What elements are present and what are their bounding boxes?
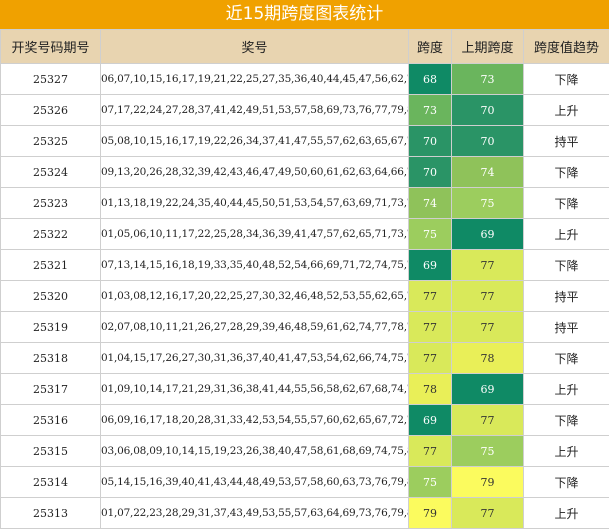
- prev-span-cell: 70: [451, 125, 524, 157]
- span-cell: 75: [408, 218, 452, 250]
- trend-cell: 持平: [523, 280, 609, 312]
- numbers-cell: 03,06,08,09,10,14,15,19,23,26,38,40,47,5…: [100, 435, 409, 467]
- page-title: 近15期跨度图表统计: [0, 0, 609, 29]
- period-cell: 25317: [0, 373, 101, 405]
- numbers-cell: 06,09,16,17,18,20,28,31,33,42,53,54,55,5…: [100, 404, 409, 436]
- prev-span-cell: 77: [451, 404, 524, 436]
- span-cell: 69: [408, 404, 452, 436]
- table-body: 25327 06,07,10,15,16,17,19,21,22,25,27,35…: [0, 63, 609, 529]
- span-cell: 73: [408, 94, 452, 126]
- prev-span-cell: 77: [451, 249, 524, 281]
- trend-cell: 下降: [523, 187, 609, 219]
- period-cell: 25324: [0, 156, 101, 188]
- prev-span-cell: 79: [451, 466, 524, 498]
- period-cell: 25314: [0, 466, 101, 498]
- prev-span-cell: 77: [451, 280, 524, 312]
- header-prev-span: 上期跨度: [451, 29, 524, 64]
- prev-span-cell: 73: [451, 63, 524, 95]
- span-cell: 68: [408, 63, 452, 95]
- table-row: 25315 03,06,08,09,10,14,15,19,23,26,38,40…: [0, 435, 609, 467]
- span-cell: 70: [408, 125, 452, 157]
- period-cell: 25318: [0, 342, 101, 374]
- numbers-cell: 09,13,20,26,28,32,39,42,43,46,47,49,50,6…: [100, 156, 409, 188]
- prev-span-cell: 77: [451, 311, 524, 343]
- prev-span-cell: 75: [451, 187, 524, 219]
- table-row: 25326 07,17,22,24,27,28,37,41,42,49,51,53…: [0, 94, 609, 126]
- trend-cell: 上升: [523, 218, 609, 250]
- period-cell: 25325: [0, 125, 101, 157]
- prev-span-cell: 75: [451, 435, 524, 467]
- trend-cell: 持平: [523, 311, 609, 343]
- header-span: 跨度: [408, 29, 452, 64]
- trend-cell: 持平: [523, 125, 609, 157]
- span-cell: 79: [408, 497, 452, 529]
- table-row: 25314 05,14,15,16,39,40,41,43,44,48,49,53…: [0, 466, 609, 498]
- prev-span-cell: 69: [451, 373, 524, 405]
- period-cell: 25313: [0, 497, 101, 529]
- numbers-cell: 02,07,08,10,11,21,26,27,28,29,39,46,48,5…: [100, 311, 409, 343]
- span-cell: 70: [408, 156, 452, 188]
- span-cell: 77: [408, 435, 452, 467]
- span-cell: 78: [408, 373, 452, 405]
- numbers-cell: 01,09,10,14,17,21,29,31,36,38,41,44,55,5…: [100, 373, 409, 405]
- trend-cell: 上升: [523, 94, 609, 126]
- header-numbers: 奖号: [100, 29, 409, 64]
- span-cell: 74: [408, 187, 452, 219]
- span-cell: 75: [408, 466, 452, 498]
- numbers-cell: 05,14,15,16,39,40,41,43,44,48,49,53,57,5…: [100, 466, 409, 498]
- table-row: 25313 01,07,22,23,28,29,31,37,43,49,53,55…: [0, 497, 609, 529]
- table-row: 25321 07,13,14,15,16,18,19,33,35,40,48,52…: [0, 249, 609, 281]
- period-cell: 25319: [0, 311, 101, 343]
- table-row: 25322 01,05,06,10,11,17,22,25,28,34,36,39…: [0, 218, 609, 250]
- period-cell: 25315: [0, 435, 101, 467]
- trend-cell: 下降: [523, 63, 609, 95]
- trend-cell: 下降: [523, 404, 609, 436]
- prev-span-cell: 78: [451, 342, 524, 374]
- trend-cell: 下降: [523, 342, 609, 374]
- period-cell: 25321: [0, 249, 101, 281]
- trend-cell: 下降: [523, 156, 609, 188]
- table-row: 25317 01,09,10,14,17,21,29,31,36,38,41,44…: [0, 373, 609, 405]
- period-cell: 25322: [0, 218, 101, 250]
- prev-span-cell: 70: [451, 94, 524, 126]
- numbers-cell: 07,17,22,24,27,28,37,41,42,49,51,53,57,5…: [100, 94, 409, 126]
- span-cell: 77: [408, 280, 452, 312]
- table-row: 25316 06,09,16,17,18,20,28,31,33,42,53,54…: [0, 404, 609, 436]
- table-row: 25320 01,03,08,12,16,17,20,22,25,27,30,32…: [0, 280, 609, 312]
- header-trend: 跨度值趋势: [523, 29, 609, 64]
- numbers-cell: 01,07,22,23,28,29,31,37,43,49,53,55,57,6…: [100, 497, 409, 529]
- numbers-cell: 01,03,08,12,16,17,20,22,25,27,30,32,46,4…: [100, 280, 409, 312]
- prev-span-cell: 77: [451, 497, 524, 529]
- numbers-cell: 05,08,10,15,16,17,19,22,26,34,37,41,47,5…: [100, 125, 409, 157]
- span-cell: 77: [408, 342, 452, 374]
- trend-cell: 下降: [523, 466, 609, 498]
- table-row: 25324 09,13,20,26,28,32,39,42,43,46,47,49…: [0, 156, 609, 188]
- trend-cell: 上升: [523, 435, 609, 467]
- table-row: 25325 05,08,10,15,16,17,19,22,26,34,37,41…: [0, 125, 609, 157]
- trend-cell: 上升: [523, 373, 609, 405]
- numbers-cell: 01,13,18,19,22,24,35,40,44,45,50,51,53,5…: [100, 187, 409, 219]
- prev-span-cell: 69: [451, 218, 524, 250]
- span-cell: 69: [408, 249, 452, 281]
- numbers-cell: 01,04,15,17,26,27,30,31,36,37,40,41,47,5…: [100, 342, 409, 374]
- span-stats-table: 开奖号码期号 奖号 跨度 上期跨度 跨度值趋势 25327 06,07,10,15…: [0, 29, 609, 529]
- table-row: 25319 02,07,08,10,11,21,26,27,28,29,39,46…: [0, 311, 609, 343]
- trend-cell: 下降: [523, 249, 609, 281]
- period-cell: 25327: [0, 63, 101, 95]
- numbers-cell: 07,13,14,15,16,18,19,33,35,40,48,52,54,6…: [100, 249, 409, 281]
- span-cell: 77: [408, 311, 452, 343]
- table-row: 25318 01,04,15,17,26,27,30,31,36,37,40,41…: [0, 342, 609, 374]
- trend-cell: 上升: [523, 497, 609, 529]
- period-cell: 25326: [0, 94, 101, 126]
- period-cell: 25323: [0, 187, 101, 219]
- table-header-row: 开奖号码期号 奖号 跨度 上期跨度 跨度值趋势: [0, 29, 609, 64]
- period-cell: 25320: [0, 280, 101, 312]
- numbers-cell: 06,07,10,15,16,17,19,21,22,25,27,35,36,4…: [100, 63, 409, 95]
- period-cell: 25316: [0, 404, 101, 436]
- prev-span-cell: 74: [451, 156, 524, 188]
- table-row: 25323 01,13,18,19,22,24,35,40,44,45,50,51…: [0, 187, 609, 219]
- table-row: 25327 06,07,10,15,16,17,19,21,22,25,27,35…: [0, 63, 609, 95]
- numbers-cell: 01,05,06,10,11,17,22,25,28,34,36,39,41,4…: [100, 218, 409, 250]
- header-period: 开奖号码期号: [0, 29, 101, 64]
